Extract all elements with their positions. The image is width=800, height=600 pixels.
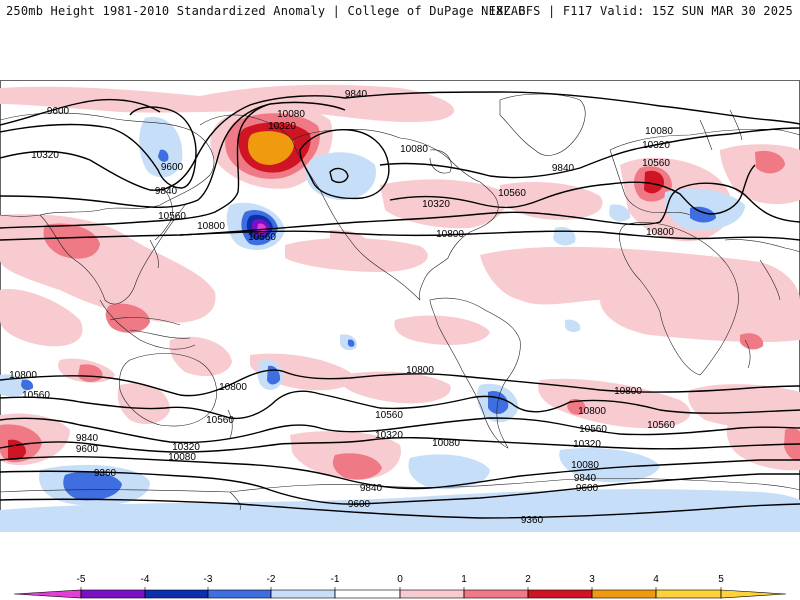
colorbar-tick-label: -1	[331, 574, 340, 585]
contour-label: 10320	[268, 121, 296, 132]
contour-label: 10080	[168, 452, 196, 463]
contour-label: 10320	[375, 430, 403, 441]
colorbar-swatch	[80, 589, 146, 599]
contour-label: 9360	[94, 468, 117, 479]
contour-label: 9840	[76, 433, 99, 444]
contour-label: 10320	[422, 199, 450, 210]
contour-label: 10560	[206, 415, 234, 426]
colorbar-swatches	[13, 587, 787, 599]
colorbar-swatch	[463, 589, 529, 599]
contour-label: 10560	[498, 188, 526, 199]
contour-label: 10320	[31, 150, 59, 161]
contour-label: 10800	[9, 370, 37, 381]
contour-label: 9600	[348, 499, 371, 510]
contour-label: 10560	[642, 158, 670, 169]
colorbar-tick-label: 0	[397, 574, 403, 585]
contour-label: 10080	[571, 460, 599, 471]
colorbar-tick-label: -5	[77, 574, 86, 585]
colorbar: -5 -4 -3 -2 -1 0 1 2 3 4 5	[13, 574, 787, 599]
colorbar-tick-label: -2	[267, 574, 276, 585]
colorbar-swatch	[655, 589, 722, 599]
contour-label: 10560	[248, 232, 276, 243]
colorbar-tick-labels: -5 -4 -3 -2 -1 0 1 2 3 4 5	[77, 574, 725, 585]
colorbar-swatch	[591, 589, 657, 599]
colorbar-tick-label: -3	[204, 574, 213, 585]
contour-label: 10800	[578, 406, 606, 417]
colorbar-arrow-left	[13, 589, 82, 599]
contour-label: 10560	[375, 410, 403, 421]
contour-label: 10320	[573, 439, 601, 450]
contour-label: 10800	[614, 386, 642, 397]
colorbar-tick-label: 3	[589, 574, 595, 585]
height-contours	[0, 91, 800, 519]
contour-label: 10560	[158, 211, 186, 222]
run-valid-time: 18Z GFS | F117 Valid: 15Z SUN MAR 30 202…	[488, 4, 793, 18]
contour-label: 10080	[432, 438, 460, 449]
contour-label: 10560	[22, 390, 50, 401]
negative-anomaly-5sd-fill	[257, 223, 267, 234]
contour-label: 10560	[579, 424, 607, 435]
contour-label: 10800	[406, 365, 434, 376]
contour-label: 9840	[360, 483, 383, 494]
contour-label: 10560	[647, 420, 675, 431]
contour-label: 10080	[400, 144, 428, 155]
colorbar-tick-label: -4	[141, 574, 150, 585]
contour-label: 9600	[47, 106, 70, 117]
contour-label: 10080	[277, 109, 305, 120]
colorbar-swatch	[527, 589, 593, 599]
positive-anomaly-4sd-fill	[248, 131, 295, 165]
colorbar-tick-label: 4	[653, 574, 659, 585]
anomaly-map: 9600 10320 9840 10560 9600 10080 10320 1…	[0, 80, 800, 532]
colorbar-swatch	[334, 589, 401, 599]
colorbar-tick-label: 5	[718, 574, 724, 585]
contour-label: 10800	[436, 229, 464, 240]
contour-label: 10080	[645, 126, 673, 137]
contour-label: 9360	[521, 515, 544, 526]
contour-label: 9600	[161, 162, 184, 173]
colorbar-tick-label: 2	[525, 574, 531, 585]
contour-label: 9840	[574, 473, 597, 484]
colorbar-swatch	[144, 589, 209, 599]
colorbar-tick-label: 1	[461, 574, 467, 585]
contour-label: 9600	[76, 444, 99, 455]
contour-label: 9600	[576, 483, 599, 494]
contour-label: 10800	[646, 227, 674, 238]
colorbar-swatch	[399, 589, 465, 599]
contour-label: 10800	[219, 382, 247, 393]
colorbar-swatch	[207, 589, 272, 599]
contour-label: 10320	[172, 442, 200, 453]
contour-label: 9840	[155, 186, 178, 197]
colorbar-swatch	[270, 589, 336, 599]
contour-label: 9840	[345, 89, 368, 100]
contour-labels: 9600 10320 9840 10560 9600 10080 10320 1…	[9, 89, 675, 526]
contour-label: 10800	[197, 221, 225, 232]
colorbar-arrow-right	[720, 589, 787, 599]
map-title: 250mb Height 1981-2010 Standardized Anom…	[6, 4, 526, 18]
contour-label: 9840	[552, 163, 575, 174]
contour-label: 10320	[642, 140, 670, 151]
